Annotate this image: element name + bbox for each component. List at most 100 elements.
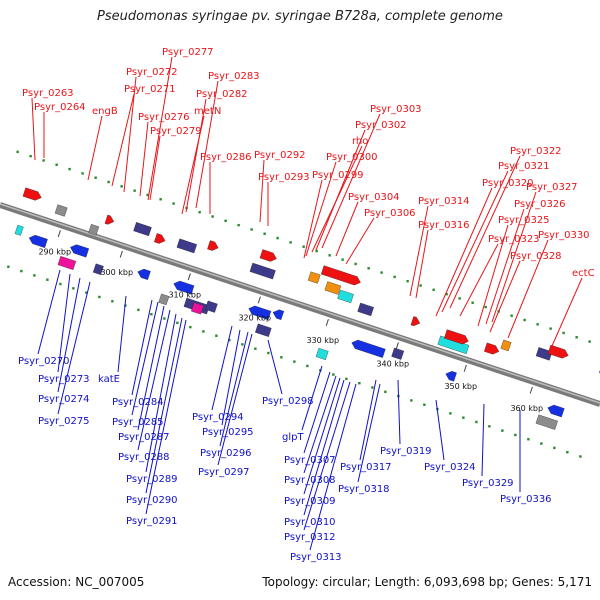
- forward-track-dot: [536, 323, 539, 326]
- scale-tick: [257, 296, 261, 304]
- gene-feature: [191, 302, 204, 315]
- reverse-track-dot: [267, 351, 270, 355]
- forward-track-dot: [432, 288, 435, 292]
- forward-gene-label: Psyr_0282: [196, 89, 248, 100]
- reverse-track-dot: [85, 291, 88, 294]
- reverse-label-leader: [301, 365, 323, 431]
- forward-label-leader: [181, 115, 205, 215]
- forward-track-dot: [237, 223, 240, 227]
- reverse-label-leader: [137, 305, 165, 431]
- scale-tick: [57, 230, 61, 238]
- gene-feature: [357, 302, 374, 317]
- forward-gene-label: rho: [352, 136, 368, 147]
- forward-track-dot: [68, 167, 71, 171]
- forward-label-leader: [259, 159, 265, 223]
- gene-feature: [351, 339, 386, 358]
- gene-feature: [54, 204, 68, 217]
- forward-gene-label: Psyr_0330: [538, 230, 590, 241]
- forward-gene-label: Psyr_0325: [498, 215, 550, 226]
- forward-label-leader: [459, 243, 499, 317]
- reverse-label-leader: [303, 377, 341, 495]
- reverse-label-leader: [221, 329, 241, 426]
- scale-tick: [463, 364, 467, 372]
- forward-track-dot: [42, 159, 45, 162]
- forward-track-dot: [549, 327, 552, 330]
- forward-track-dot: [94, 176, 97, 179]
- forward-track-dot: [250, 228, 253, 231]
- reverse-track-dot: [566, 450, 569, 454]
- reverse-track-dot: [475, 420, 478, 424]
- forward-gene-label: Psyr_0303: [370, 104, 422, 115]
- forward-track-dot: [393, 275, 396, 279]
- gene-feature: [88, 224, 100, 236]
- gene-feature: [535, 414, 558, 430]
- reverse-label-leader: [303, 371, 331, 454]
- reverse-track-dot: [514, 433, 517, 437]
- reverse-label-leader: [481, 403, 485, 477]
- gene-feature: [272, 309, 285, 320]
- gene-feature: [154, 233, 166, 244]
- forward-gene-label: Psyr_0276: [138, 112, 190, 123]
- reverse-track-dot: [384, 390, 387, 394]
- reverse-track-dot: [137, 308, 140, 312]
- gene-feature: [444, 329, 469, 345]
- forward-gene-label: Psyr_0263: [22, 88, 74, 99]
- genome-summary-text: Topology: circular; Length: 6,093,698 bp…: [262, 575, 592, 589]
- reverse-gene-label: Psyr_0309: [284, 496, 336, 507]
- forward-track-dot: [120, 185, 123, 188]
- forward-track-dot: [29, 154, 32, 158]
- reverse-track-dot: [449, 412, 452, 415]
- gene-feature: [337, 289, 354, 304]
- gene-feature: [176, 238, 197, 254]
- forward-track-dot: [367, 267, 370, 270]
- gene-feature: [445, 371, 457, 382]
- accession-text: Accession: NC_007005: [8, 575, 145, 589]
- genome-backbone: [0, 202, 600, 407]
- forward-label-leader: [335, 201, 359, 257]
- reverse-gene-label: Psyr_0294: [192, 412, 244, 423]
- gene-feature: [320, 265, 361, 286]
- reverse-track-dot: [98, 295, 101, 299]
- reverse-label-leader: [131, 301, 159, 416]
- gene-feature: [324, 281, 342, 295]
- scale-tick: [187, 273, 191, 281]
- forward-label-leader: [449, 155, 521, 309]
- forward-gene-label: Psyr_0316: [418, 220, 470, 231]
- forward-gene-label: Psyr_0320: [482, 178, 534, 189]
- reverse-label-leader: [303, 375, 337, 474]
- forward-track-dot: [302, 245, 305, 248]
- gene-feature: [28, 234, 48, 248]
- reverse-track-dot: [462, 416, 465, 419]
- forward-track-dot: [224, 219, 227, 223]
- reverse-gene-label: Psyr_0318: [338, 484, 390, 495]
- forward-track-dot: [484, 305, 487, 309]
- reverse-gene-label: Psyr_0319: [380, 446, 432, 457]
- reverse-label-leader: [145, 319, 187, 515]
- gene-feature: [255, 323, 272, 337]
- forward-track-dot: [263, 232, 266, 235]
- reverse-label-leader: [267, 339, 283, 395]
- gene-feature: [57, 256, 77, 270]
- forward-gene-label: Psyr_0277: [162, 47, 214, 58]
- forward-gene-label: Psyr_0314: [418, 196, 470, 207]
- reverse-label-leader: [57, 281, 91, 415]
- forward-track-dot: [81, 172, 84, 175]
- scale-tick-label: 330 kbp: [306, 336, 339, 345]
- forward-track-dot: [419, 284, 422, 287]
- reverse-gene-label: Psyr_0288: [118, 452, 170, 463]
- scale-tick-label: 320 kbp: [238, 314, 271, 323]
- forward-track-dot: [289, 241, 292, 244]
- forward-label-leader: [149, 135, 161, 201]
- forward-label-leader: [485, 208, 525, 325]
- reverse-gene-label: katE: [98, 374, 120, 385]
- reverse-gene-label: Psyr_0329: [462, 478, 514, 489]
- reverse-track-dot: [254, 347, 257, 350]
- reverse-gene-label: Psyr_0317: [340, 462, 392, 473]
- reverse-track-dot: [46, 278, 49, 281]
- forward-gene-label: Psyr_0321: [498, 161, 550, 172]
- forward-gene-label: Psyr_0279: [150, 126, 202, 137]
- forward-track-dot: [16, 150, 19, 154]
- reverse-label-leader: [145, 313, 177, 473]
- forward-label-leader: [441, 170, 509, 313]
